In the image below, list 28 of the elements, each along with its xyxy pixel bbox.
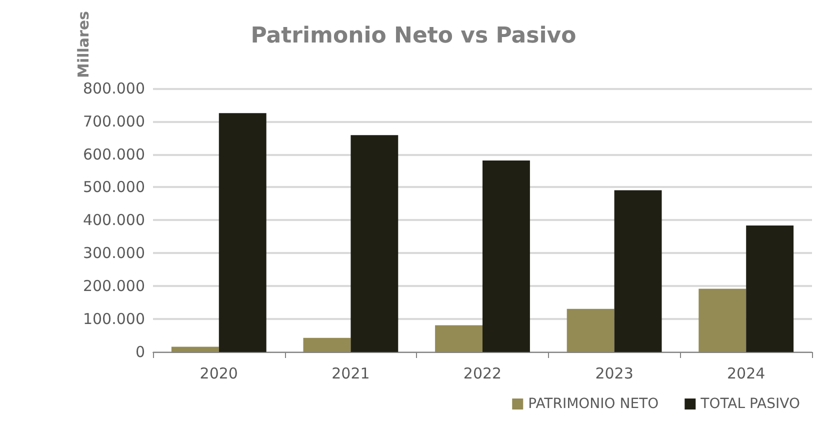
legend-label: TOTAL PASIVO (700, 396, 800, 412)
x-tick-label: 2023 (595, 364, 634, 382)
x-tick-label: 2020 (200, 364, 238, 382)
y-tick-label: 500.000 (82, 178, 145, 196)
y-tick-label: 400.000 (82, 211, 145, 230)
y-tick-label: 200.000 (82, 277, 145, 296)
y-tick-label: 100.000 (82, 310, 145, 328)
bar (303, 338, 351, 352)
y-tick-label: 0 (135, 343, 145, 361)
bar (698, 288, 746, 352)
bar (435, 325, 482, 352)
bar (350, 135, 398, 352)
legend-label: PATRIMONIO NETO (528, 396, 659, 412)
y-tick-label: 800.000 (82, 79, 145, 98)
y-tick-label: 700.000 (82, 112, 145, 130)
bar (171, 346, 219, 352)
y-axis-title: Millares (74, 10, 92, 78)
y-tick-label: 600.000 (82, 145, 145, 164)
bar (614, 190, 662, 352)
y-tick-label: 300.000 (82, 244, 145, 262)
bar (746, 225, 794, 352)
bar (482, 160, 530, 352)
x-tick-label: 2024 (727, 364, 766, 382)
x-tick-label: 2021 (332, 364, 370, 382)
x-tick-label: 2022 (463, 364, 502, 382)
bar (218, 113, 266, 352)
bar (566, 308, 614, 352)
chart-title: Patrimonio Neto vs Pasivo (250, 24, 576, 48)
